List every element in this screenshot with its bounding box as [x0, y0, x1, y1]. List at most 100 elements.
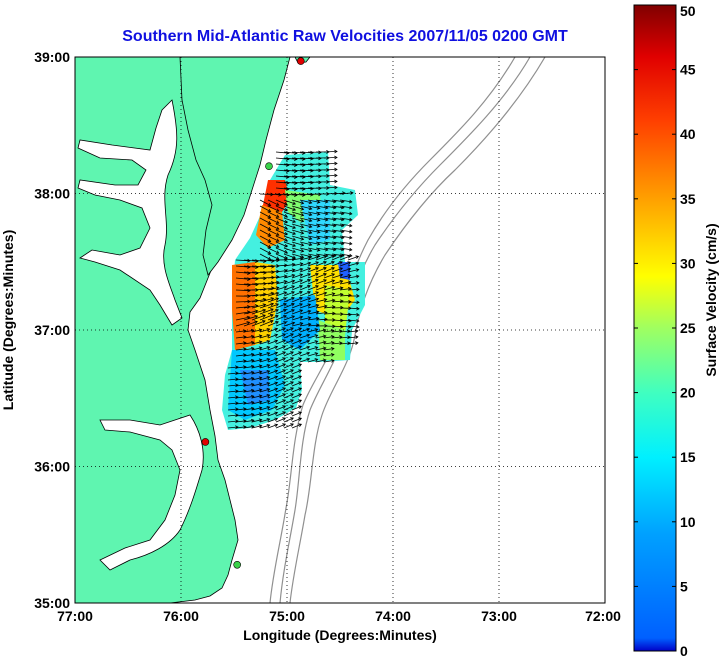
velocity-arrowhead	[339, 279, 344, 284]
velocity-vector	[323, 211, 336, 215]
velocity-vector	[235, 372, 246, 375]
colorbar-ticks: 0 5 10 15 20 25 30 35 40 45 50	[634, 3, 696, 659]
velocity-vector	[267, 253, 279, 260]
velocity-vector	[267, 321, 279, 327]
velocity-arrowhead	[298, 417, 303, 421]
colorbar-tick-label: 40	[680, 126, 696, 142]
velocity-vector	[347, 269, 359, 273]
velocity-vector	[283, 274, 295, 279]
velocity-arrowhead	[300, 242, 305, 247]
velocity-arrowhead	[307, 256, 312, 260]
velocity-vector	[315, 285, 327, 291]
velocity-vector	[267, 229, 279, 236]
velocity-arrowhead	[314, 346, 319, 350]
velocity-vector	[291, 263, 303, 267]
velocity-arrowhead	[274, 387, 279, 392]
velocity-arrowhead	[258, 334, 263, 339]
velocity-arrowhead	[292, 243, 297, 247]
velocity-vector	[299, 223, 312, 228]
velocity-vector	[259, 334, 270, 339]
velocity-arrowhead	[347, 274, 352, 278]
velocity-arrowhead	[315, 255, 320, 260]
velocity-vector	[347, 319, 359, 322]
velocity-vector	[243, 310, 258, 315]
velocity-vector	[307, 298, 319, 303]
velocity-vector	[307, 241, 320, 245]
velocity-vector	[323, 247, 336, 251]
velocity-vector	[283, 387, 294, 393]
velocity-vector	[275, 387, 286, 393]
velocity-arrowhead	[322, 352, 327, 357]
velocity-vector	[267, 193, 282, 196]
velocity-vector	[243, 259, 258, 262]
velocity-vector	[339, 294, 352, 297]
velocity-arrowhead	[266, 406, 271, 410]
velocity-vector	[283, 253, 296, 259]
velocity-vector	[259, 282, 274, 285]
velocity-vector	[267, 241, 279, 248]
velocity-arrowhead	[283, 291, 288, 295]
velocity-arrowhead	[334, 161, 338, 166]
velocity-arrowhead	[291, 296, 295, 301]
velocity-vector	[251, 259, 266, 262]
velocity-arrowhead	[307, 278, 311, 283]
velocity-vector	[267, 412, 278, 417]
velocity-arrowhead	[266, 394, 271, 398]
velocity-arrowhead	[332, 311, 336, 316]
velocity-vector	[283, 211, 296, 217]
velocity-vector	[291, 257, 303, 261]
velocity-arrowhead	[290, 375, 294, 379]
velocity-vector	[283, 381, 294, 387]
velocity-arrowhead	[290, 369, 294, 373]
velocity-arrowhead	[298, 423, 303, 427]
velocity-vector	[299, 279, 311, 285]
velocity-arrowhead	[306, 333, 311, 338]
velocity-arrowhead	[290, 345, 294, 349]
velocity-arrowhead	[348, 241, 353, 246]
velocity-arrowhead	[290, 411, 294, 415]
x-tick-label: 72:00	[585, 608, 621, 624]
velocity-arrowhead	[258, 352, 263, 357]
velocity-vector	[323, 175, 338, 177]
velocity-vector	[291, 163, 305, 166]
velocity-vector	[347, 275, 359, 279]
velocity-vector	[315, 217, 328, 221]
velocity-arrowhead	[258, 406, 263, 411]
velocity-vector	[315, 359, 326, 363]
velocity-vector	[331, 336, 342, 339]
velocity-vector	[323, 261, 335, 267]
colorbar-label: Surface Velocity (cm/s)	[703, 223, 719, 376]
velocity-vector	[283, 423, 294, 429]
velocity-arrowhead	[275, 244, 280, 248]
velocity-vector	[235, 426, 246, 429]
velocity-vector	[339, 211, 352, 215]
velocity-arrowhead	[331, 267, 335, 271]
velocity-vector	[323, 205, 336, 209]
velocity-vector	[235, 360, 246, 363]
velocity-arrowhead	[340, 305, 344, 310]
velocity-vector	[235, 366, 246, 369]
velocity-vector	[267, 382, 278, 387]
velocity-vector	[283, 333, 294, 339]
velocity-vector	[299, 334, 310, 339]
velocity-vector	[235, 342, 246, 345]
colorbar: 0 5 10 15 20 25 30 35 40 45 50 Surface Velocity (c…	[633, 3, 719, 659]
velocity-arrowhead	[299, 262, 304, 266]
velocity-vector	[283, 163, 297, 166]
velocity-arrowhead	[316, 248, 321, 252]
velocity-vector	[299, 297, 311, 303]
velocity-arrowhead	[262, 314, 266, 318]
velocity-vector	[283, 327, 294, 333]
colorbar-tick-label: 20	[680, 385, 696, 401]
velocity-vector	[307, 211, 320, 215]
velocity-arrowhead	[355, 335, 359, 340]
velocity-vector	[243, 265, 258, 268]
velocity-vector	[307, 253, 320, 257]
velocity-vector	[315, 267, 327, 273]
velocity-vector	[307, 235, 320, 239]
velocity-vector	[331, 229, 344, 233]
velocity-vector	[291, 309, 303, 315]
velocity-arrowhead	[258, 382, 263, 387]
velocity-vector	[235, 384, 246, 387]
velocity-vector	[267, 364, 278, 369]
